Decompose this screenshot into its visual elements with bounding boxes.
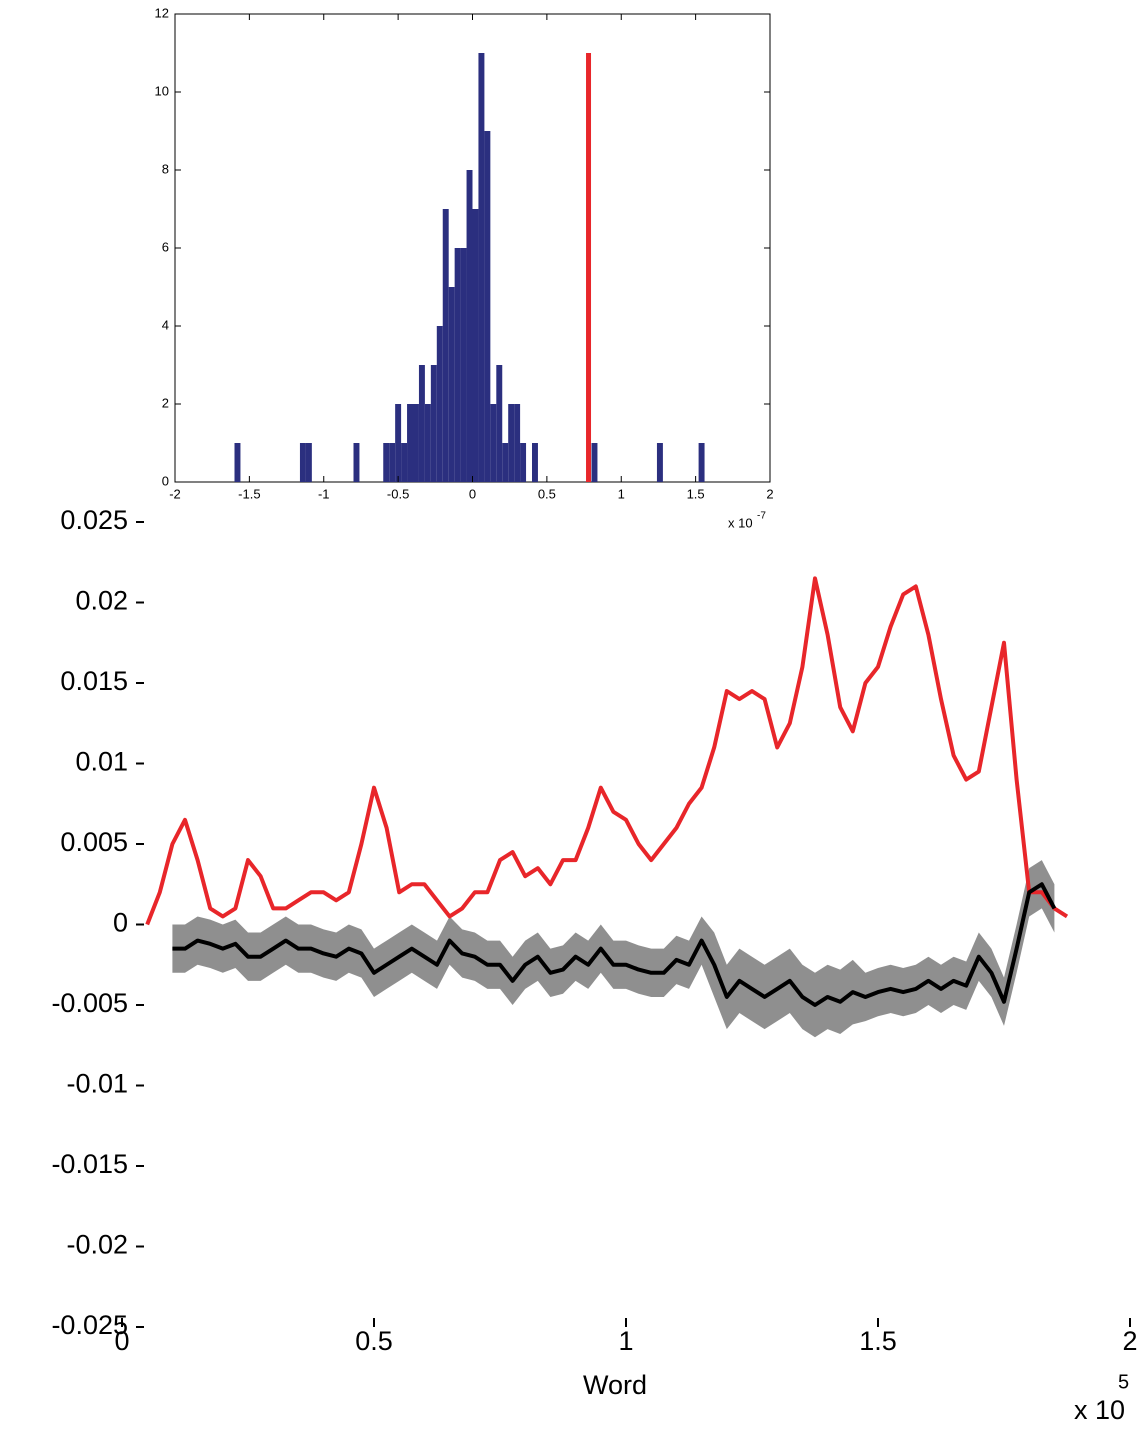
bar [424, 404, 431, 482]
bar [401, 443, 408, 482]
x-tick-label: 0.5 [538, 486, 556, 501]
series-line [172, 882, 1057, 1007]
bar [353, 443, 360, 482]
y-tick-label: -0.02 [66, 1230, 128, 1260]
bar [305, 443, 312, 482]
bar [484, 131, 491, 482]
y-tick-label: 0 [113, 908, 128, 938]
bar [383, 443, 390, 482]
bar [502, 443, 509, 482]
bar [234, 443, 241, 482]
y-tick-label: 10 [155, 83, 169, 98]
bar [418, 365, 425, 482]
x-tick-label: -2 [169, 486, 181, 501]
y-tick-label: 2 [162, 395, 169, 410]
y-tick-label: -0.01 [66, 1069, 128, 1099]
bar [496, 365, 503, 482]
y-tick-label: 4 [162, 317, 169, 332]
y-tick-label: 0 [162, 473, 169, 488]
x-tick-label: 1.5 [859, 1326, 897, 1356]
bar [514, 404, 521, 482]
bar [454, 248, 461, 482]
x-tick-label: -0.5 [387, 486, 409, 501]
bar [389, 443, 396, 482]
x-exponent: 5 [1118, 1371, 1129, 1393]
y-tick-label: 8 [162, 161, 169, 176]
bar [430, 365, 437, 482]
bar [591, 443, 598, 482]
bar [413, 404, 419, 482]
x-tick-label: 0.5 [355, 1326, 393, 1356]
y-tick-label: 0.025 [60, 505, 128, 535]
bar [520, 443, 527, 482]
bar [532, 443, 538, 482]
bar [395, 404, 402, 482]
bar [656, 443, 663, 482]
x-tick-label: 0 [469, 486, 476, 501]
bar [436, 326, 443, 482]
series-line [145, 576, 1069, 926]
error-band [172, 860, 1055, 1038]
bar [478, 53, 485, 482]
y-tick-label: -0.005 [51, 988, 128, 1018]
x-tick-label: -1.5 [238, 486, 260, 501]
bar [508, 404, 515, 482]
bar [460, 248, 467, 482]
x-tick-label: 1 [618, 486, 625, 501]
x-tick-label: -1 [318, 486, 330, 501]
marker-line [586, 53, 592, 482]
x-tick-label: 2 [1122, 1326, 1137, 1356]
y-tick-label: 6 [162, 239, 169, 254]
y-tick-label: -0.025 [51, 1310, 128, 1340]
bar [490, 404, 497, 482]
inset-x-exponent: -7 [757, 511, 766, 522]
bar [698, 443, 705, 482]
x-tick-label: 0 [114, 1326, 129, 1356]
y-tick-label: 0.005 [60, 827, 128, 857]
y-tick-label: 0.02 [75, 586, 128, 616]
x-tick-label: 1.5 [687, 486, 705, 501]
x-multiplier: x 10 [1074, 1395, 1125, 1425]
x-axis-label: Word [583, 1370, 647, 1400]
bar [299, 443, 306, 482]
bar [466, 170, 473, 482]
y-tick-label: 0.01 [75, 747, 128, 777]
x-tick-label: 1 [618, 1326, 633, 1356]
inset-x-multiplier: x 10 [728, 515, 753, 530]
bar [407, 404, 413, 482]
bar [448, 287, 455, 482]
y-tick-label: 0.015 [60, 666, 128, 696]
bar [472, 209, 479, 482]
y-tick-label: -0.015 [51, 1149, 128, 1179]
y-tick-label: 12 [155, 5, 169, 20]
x-tick-label: 2 [766, 486, 773, 501]
bar [442, 209, 449, 482]
